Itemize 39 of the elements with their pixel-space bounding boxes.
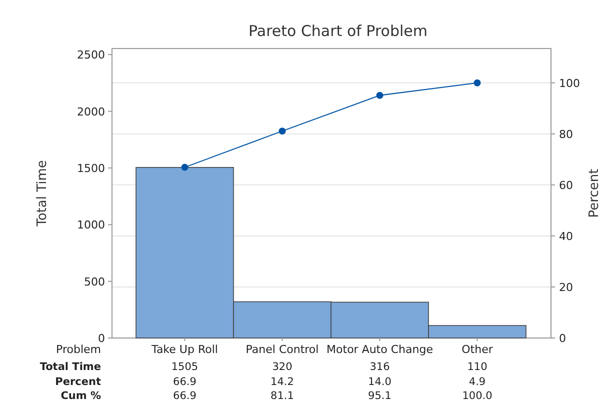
y2-tick-label: 40 bbox=[559, 230, 573, 243]
x-axis-title: Problem bbox=[56, 343, 101, 356]
data-label: 316 bbox=[370, 361, 390, 373]
data-label: 320 bbox=[272, 361, 292, 373]
x-tick-label: Motor Auto Change bbox=[326, 343, 434, 356]
chart-title: Pareto Chart of Problem bbox=[248, 22, 428, 40]
y-axis-title: Total Time bbox=[35, 160, 50, 228]
point bbox=[474, 79, 481, 86]
y-tick-label: 2000 bbox=[77, 105, 105, 118]
y2-tick-label: 100 bbox=[559, 76, 580, 90]
data-label: 66.9 bbox=[173, 390, 196, 402]
y-tick-label: 500 bbox=[84, 275, 105, 288]
x-tick-label: Take Up Roll bbox=[150, 343, 218, 356]
data-label: 1505 bbox=[171, 361, 198, 373]
x-tick-label: Panel Control bbox=[246, 343, 319, 356]
data-label: 110 bbox=[467, 361, 488, 373]
data-label: 81.1 bbox=[270, 390, 294, 402]
data-label: 95.1 bbox=[368, 390, 392, 402]
y-tick-label: 1500 bbox=[77, 162, 105, 175]
text: 14.2 bbox=[270, 376, 294, 388]
text: 4.9 bbox=[468, 376, 486, 388]
point bbox=[376, 92, 384, 99]
y-tick-label: 1000 bbox=[77, 218, 105, 232]
y2-tick-label: 80 bbox=[559, 128, 573, 141]
y-tick-label: 2500 bbox=[77, 48, 105, 62]
y-tick-label: 0 bbox=[98, 332, 105, 345]
y2-tick-label: 20 bbox=[559, 280, 573, 294]
data-label: 100.0 bbox=[462, 390, 492, 402]
text: Total Time bbox=[40, 361, 101, 373]
y2-axis-title: Percent bbox=[587, 168, 602, 218]
y2-tick-label: 0 bbox=[559, 332, 566, 345]
text: Percent bbox=[55, 376, 101, 388]
x-tick-label: Other bbox=[462, 343, 494, 356]
text: Cum % bbox=[60, 390, 102, 402]
point bbox=[278, 128, 286, 135]
point bbox=[181, 164, 188, 171]
y2-tick-label: 60 bbox=[559, 178, 573, 192]
text: 14.0 bbox=[368, 376, 392, 388]
text: 66.9 bbox=[173, 376, 196, 388]
